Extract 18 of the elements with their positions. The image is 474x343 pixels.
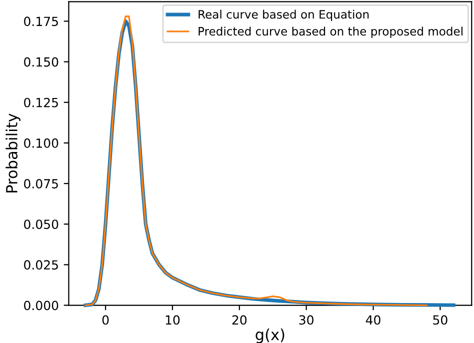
y-tick-label: 0.125 [24, 98, 58, 108]
y-axis-title: Probability [6, 114, 20, 192]
legend-label: Predicted curve based on the proposed model [198, 26, 462, 38]
y-tick-label: 0.175 [24, 16, 58, 26]
y-tick-label: 0.025 [24, 260, 58, 270]
x-tick-label: 50 [433, 315, 448, 325]
x-axis-title: g(x) [256, 328, 284, 343]
x-tick-label: 40 [366, 315, 380, 325]
y-tick-label: 0.000 [24, 300, 58, 310]
x-tick-label: 20 [232, 315, 247, 325]
y-tick-label: 0.100 [24, 138, 58, 148]
y-tick-label: 0.150 [24, 57, 58, 67]
x-tick-label: 30 [299, 315, 314, 325]
x-tick-label: 10 [166, 315, 180, 325]
y-tick-label: 0.075 [24, 178, 58, 188]
legend-label: Real curve based on Equation [198, 10, 369, 21]
y-tick-label: 0.050 [24, 220, 58, 230]
x-tick-label: 0 [102, 315, 109, 325]
